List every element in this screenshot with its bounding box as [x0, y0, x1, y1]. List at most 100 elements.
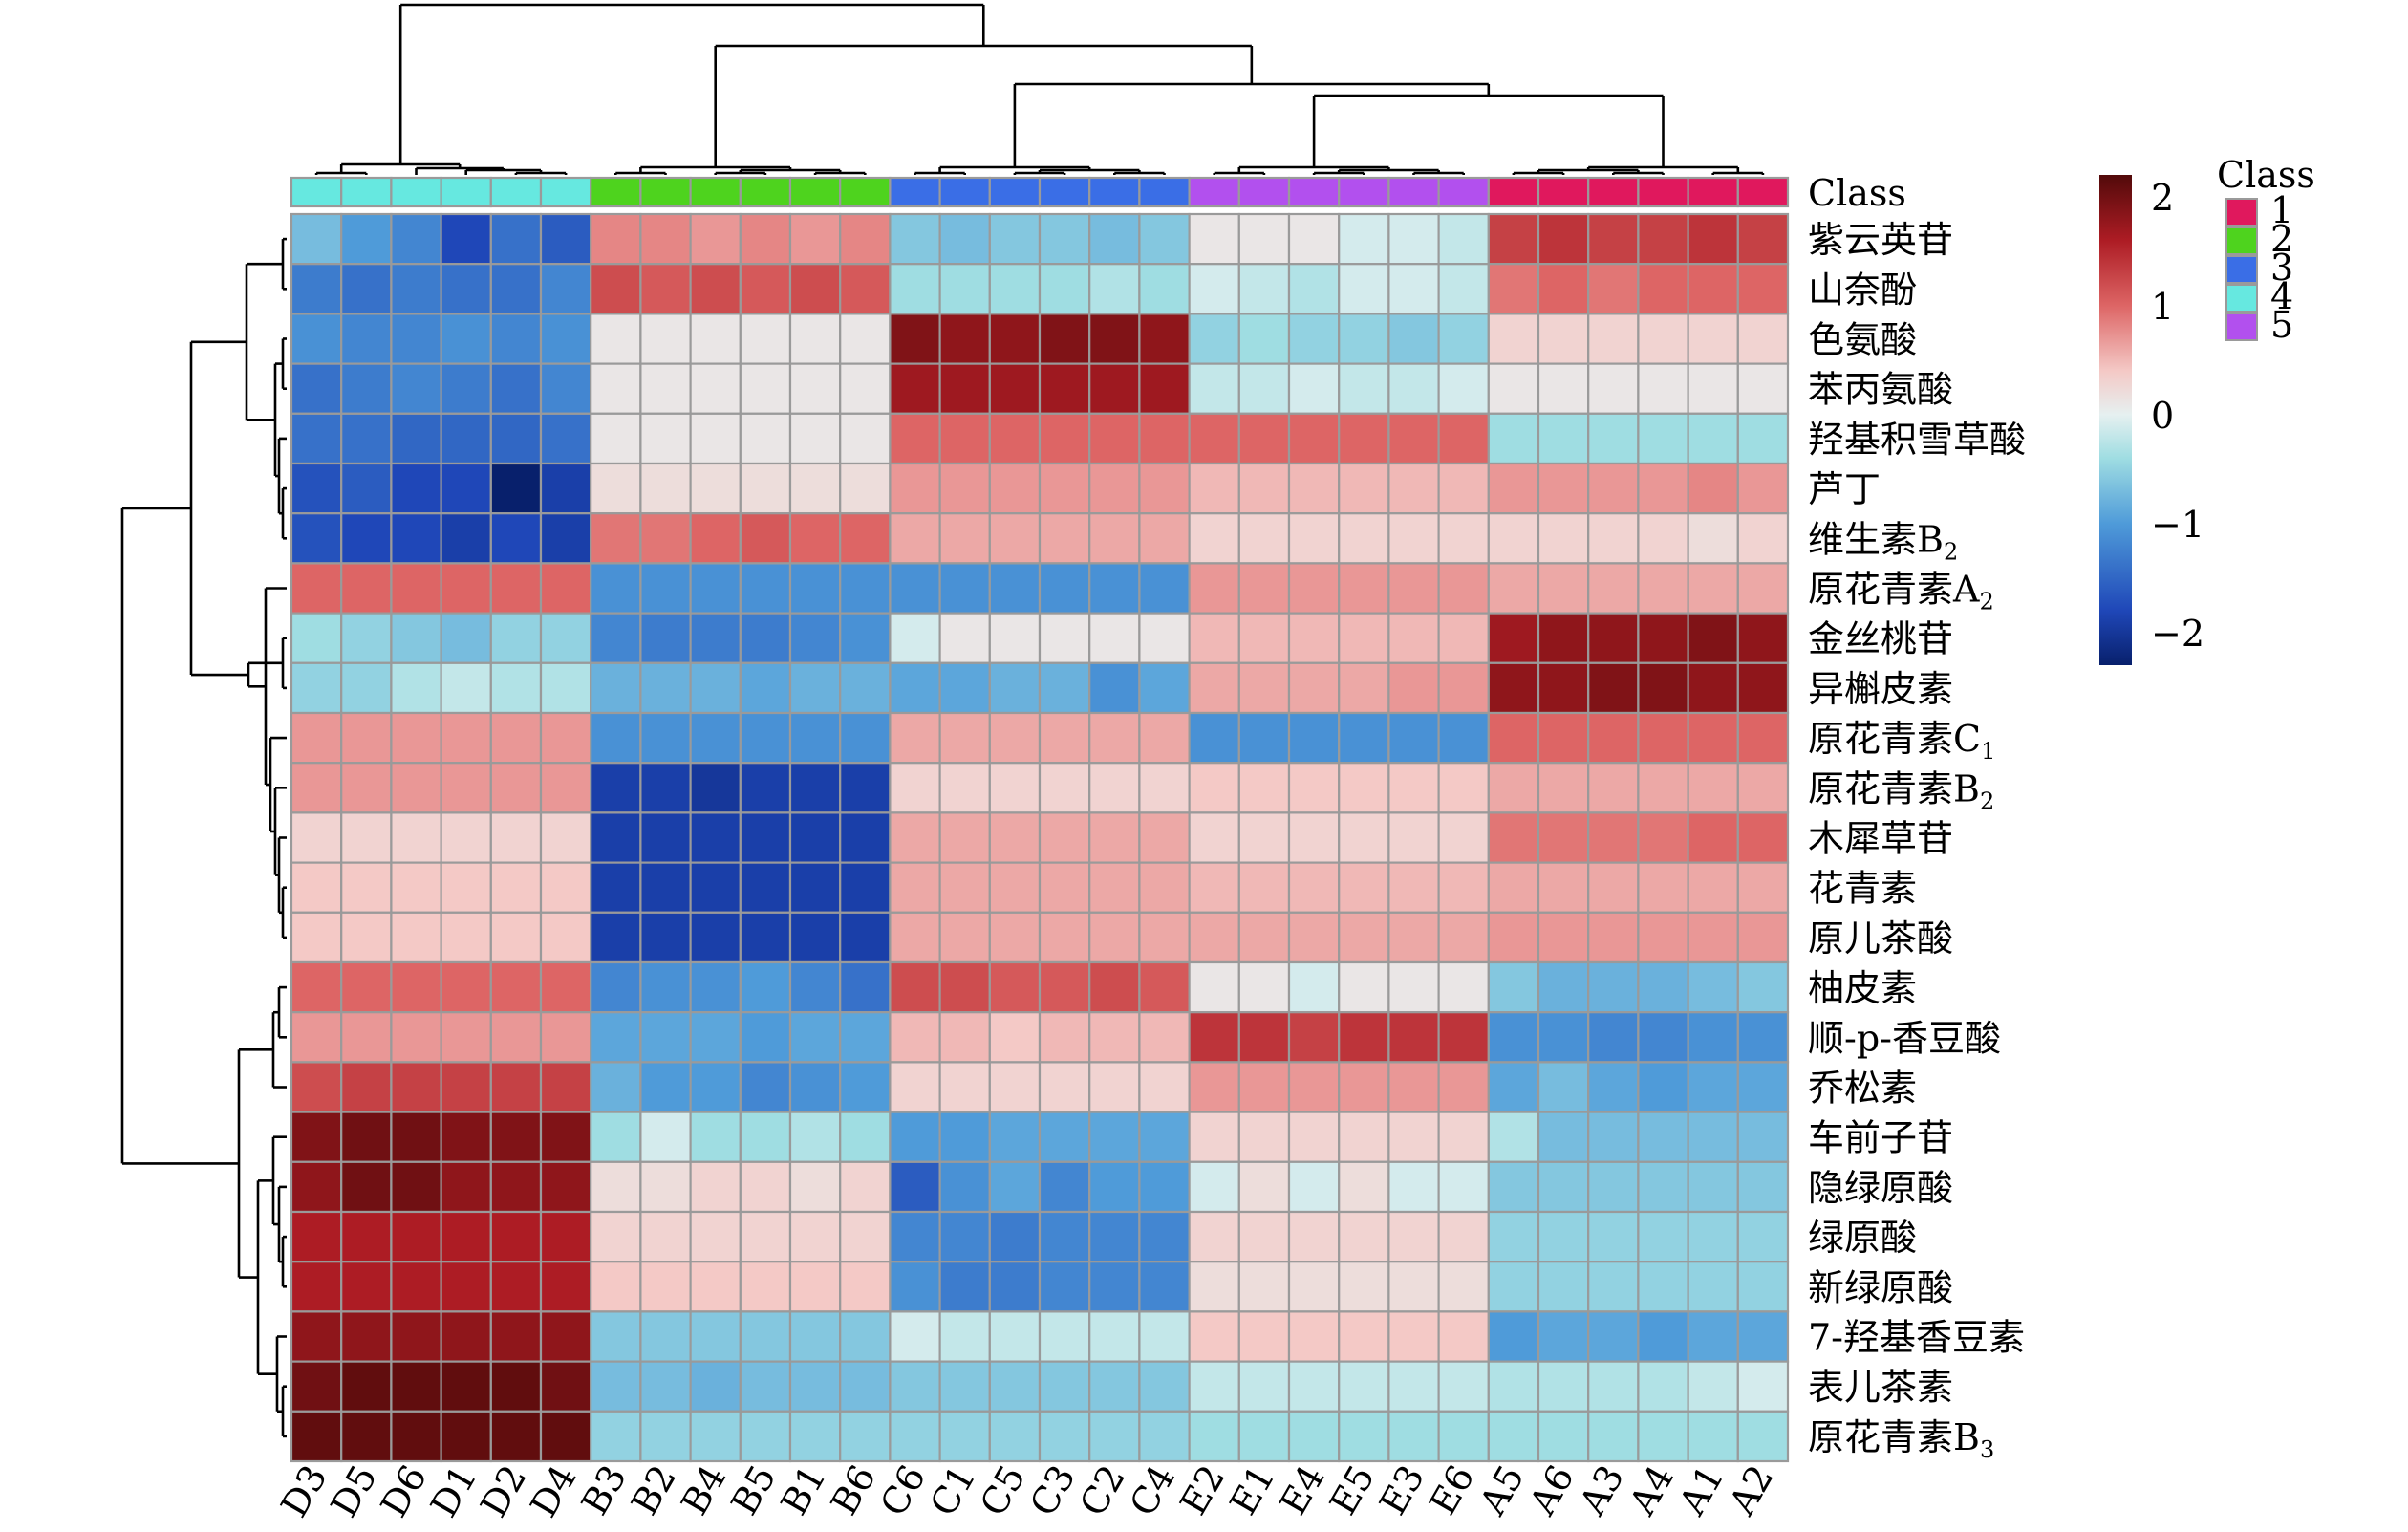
- legend-title: Class: [2217, 154, 2315, 196]
- heatmap-cell: [1487, 212, 1540, 266]
- heatmap-cell: [839, 960, 892, 1014]
- heatmap-cell: [889, 1210, 941, 1263]
- heatmap-cell: [938, 1210, 991, 1263]
- heatmap-cell: [938, 762, 991, 814]
- heatmap-cell: [1487, 462, 1540, 515]
- heatmap-cell: [1237, 661, 1291, 715]
- heatmap-cell: [539, 1261, 592, 1313]
- heatmap-cell: [938, 212, 991, 266]
- heatmap-cell: [440, 960, 492, 1014]
- heatmap-cell: [1287, 1011, 1341, 1064]
- heatmap-cell: [489, 412, 543, 465]
- legend-label: 2: [2270, 218, 2293, 260]
- heatmap-cell: [1587, 1011, 1640, 1064]
- heatmap-cell: [988, 911, 1042, 964]
- heatmap-cell: [1537, 861, 1590, 914]
- heatmap-cell: [1387, 412, 1440, 465]
- heatmap-cell: [390, 412, 442, 465]
- heatmap-cell: [938, 711, 991, 765]
- heatmap-cell: [440, 263, 492, 315]
- heatmap-cell: [1437, 1261, 1490, 1313]
- heatmap-cell: [1237, 1111, 1291, 1163]
- heatmap-cell: [1537, 512, 1590, 565]
- heatmap-cell: [390, 512, 442, 565]
- heatmap-cell: [1138, 1011, 1191, 1064]
- heatmap-cell: [739, 462, 792, 515]
- heatmap-cell: [1287, 960, 1341, 1014]
- heatmap-cell: [1387, 1061, 1440, 1113]
- class-annotation-cell: [390, 176, 442, 208]
- heatmap-cell: [1338, 661, 1390, 715]
- heatmap-cell: [1138, 362, 1191, 415]
- heatmap-cell: [1687, 711, 1739, 765]
- heatmap-cell: [539, 212, 592, 266]
- heatmap-cell: [1387, 861, 1440, 914]
- heatmap-cell: [390, 1360, 442, 1413]
- heatmap-cell: [440, 1310, 492, 1363]
- heatmap-cell: [739, 1360, 792, 1413]
- heatmap-cell: [1537, 362, 1590, 415]
- heatmap-cell: [1088, 1011, 1141, 1064]
- heatmap-cell: [1487, 512, 1540, 565]
- heatmap-cell: [1188, 1410, 1240, 1463]
- column-labels: D3D5D6D1D2D4B3B2B4B5B1B6C6C1C5C3C2C4E2E1…: [272, 1458, 1781, 1524]
- heatmap-cell: [1088, 1410, 1141, 1463]
- row-label: 紫云英苷: [1808, 219, 1953, 261]
- heatmap-cell: [1237, 562, 1291, 615]
- heatmap-cell: [390, 861, 442, 914]
- heatmap-cell: [1338, 263, 1390, 315]
- class-annotation-cell: [788, 176, 842, 208]
- heatmap-cell: [1437, 313, 1490, 365]
- heatmap-cell: [440, 911, 492, 964]
- heatmap-cell: [1487, 861, 1540, 914]
- heatmap-cell: [889, 1310, 941, 1363]
- heatmap-cell: [1287, 911, 1341, 964]
- heatmap-cell: [1138, 1310, 1191, 1363]
- heatmap-cell: [1038, 263, 1091, 315]
- heatmap-cell: [1637, 1061, 1689, 1113]
- heatmap-cell: [689, 711, 742, 765]
- heatmap-cell: [590, 1061, 642, 1113]
- heatmap-cell: [1038, 960, 1091, 1014]
- heatmap-cell: [839, 911, 892, 964]
- heatmap-cell: [788, 263, 842, 315]
- heatmap-cell: [1587, 911, 1640, 964]
- class-annotation-label: Class: [1808, 172, 1906, 214]
- heatmap-cell: [340, 1360, 393, 1413]
- row-label: 原花青素B3: [1808, 1416, 1994, 1463]
- heatmap-cell: [290, 1210, 343, 1263]
- legend-label: 4: [2270, 275, 2293, 317]
- heatmap-cell: [340, 911, 393, 964]
- heatmap-cell: [1038, 1261, 1091, 1313]
- heatmap-cell: [889, 762, 941, 814]
- heatmap-cell: [839, 661, 892, 715]
- column-label: C1: [922, 1458, 984, 1523]
- heatmap-cell: [839, 612, 892, 664]
- heatmap-cell: [639, 1111, 692, 1163]
- heatmap-cell: [1687, 661, 1739, 715]
- heatmap-cell: [739, 1410, 792, 1463]
- heatmap-cell: [440, 811, 492, 864]
- heatmap-cell: [988, 362, 1042, 415]
- heatmap-cell: [739, 512, 792, 565]
- heatmap-cell: [1537, 711, 1590, 765]
- heatmap-cell: [390, 811, 442, 864]
- heatmap-cell: [889, 1111, 941, 1163]
- heatmap-cell: [788, 1410, 842, 1463]
- heatmap-cell: [839, 1210, 892, 1263]
- heatmap-cell: [988, 562, 1042, 615]
- column-label: A4: [1621, 1458, 1682, 1523]
- heatmap-cell: [1088, 661, 1141, 715]
- heatmap-cell: [1587, 861, 1640, 914]
- heatmap-cell: [1287, 362, 1341, 415]
- heatmap-cell: [1038, 762, 1091, 814]
- class-annotation-cell: [1537, 176, 1590, 208]
- heatmap-cell: [489, 1210, 543, 1263]
- heatmap-cell: [1387, 1160, 1440, 1214]
- heatmap-cell: [1637, 462, 1689, 515]
- color-scale-tick-label: −1: [2151, 504, 2204, 546]
- heatmap-cell: [539, 762, 592, 814]
- heatmap-cell: [440, 1111, 492, 1163]
- color-scale-tick-label: 0: [2151, 395, 2174, 437]
- heatmap-cell: [1038, 412, 1091, 465]
